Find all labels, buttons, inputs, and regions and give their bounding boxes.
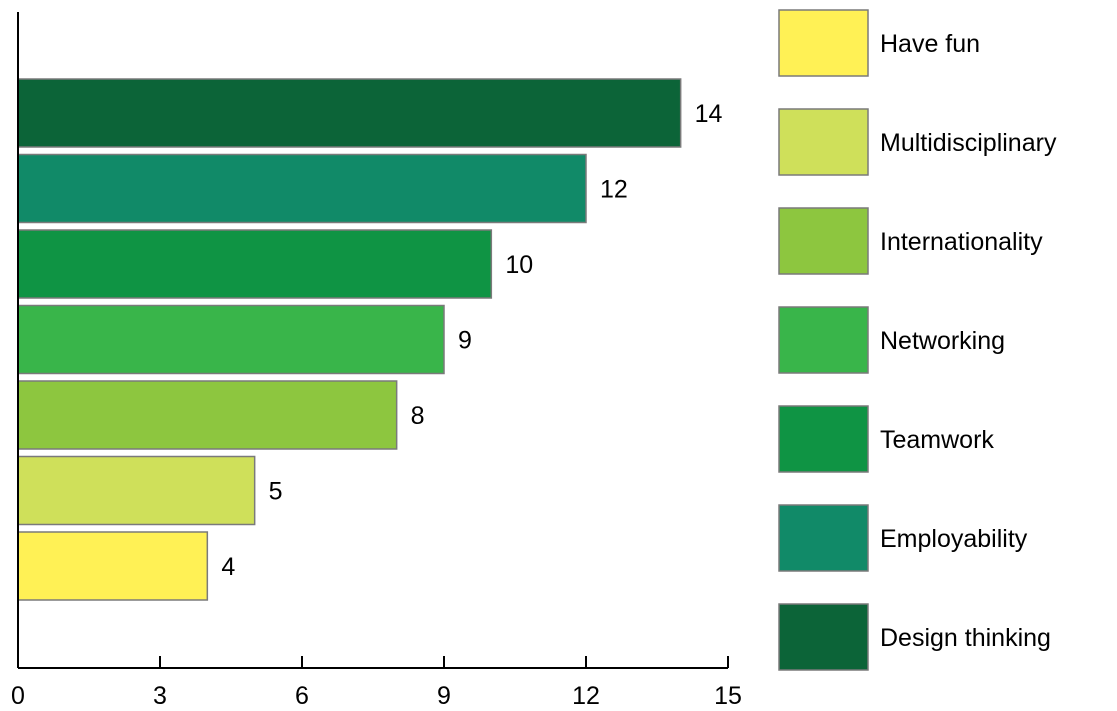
legend-swatch-networking (778, 306, 869, 374)
legend: Have fun Multidisciplinary Internationalit… (778, 9, 1057, 671)
legend-swatch-have-fun (778, 9, 869, 77)
value-label-have-fun: 4 (221, 553, 235, 581)
bar-networking (17, 304, 445, 375)
legend-swatch-teamwork (778, 405, 869, 473)
bar-teamwork (17, 229, 493, 299)
legend-label-internationality: Internationality (880, 228, 1043, 256)
x-tick-label-12: 12 (572, 682, 600, 710)
bar-internationality (17, 380, 398, 450)
legend-swatch-design-thinking (778, 603, 869, 671)
legend-swatch-multidisciplinary (778, 108, 869, 176)
value-label-employability: 12 (600, 176, 628, 204)
value-labels-group: 14 12 10 9 8 5 4 (221, 100, 722, 581)
bars-group (17, 78, 682, 601)
x-tick-label-6: 6 (295, 682, 309, 710)
legend-label-design-thinking: Design thinking (880, 624, 1051, 652)
value-label-internationality: 8 (411, 402, 425, 430)
bar-employability (17, 153, 587, 224)
x-tick-label-3: 3 (153, 682, 167, 710)
x-tick-label-9: 9 (437, 682, 451, 710)
legend-label-networking: Networking (880, 327, 1005, 355)
legend-swatch-employability (778, 504, 869, 572)
bar-design-thinking (17, 78, 682, 148)
value-label-networking: 9 (458, 327, 472, 355)
legend-label-employability: Employability (880, 525, 1028, 553)
x-tick-label-0: 0 (11, 682, 25, 710)
legend-label-have-fun: Have fun (880, 30, 980, 58)
x-axis-ticks: 0 3 6 9 12 15 (11, 656, 742, 710)
bar-multidisciplinary (17, 455, 256, 526)
legend-label-teamwork: Teamwork (880, 426, 994, 454)
value-label-multidisciplinary: 5 (269, 478, 283, 506)
legend-swatch-internationality (778, 207, 869, 275)
value-label-teamwork: 10 (505, 251, 533, 279)
bar-have-fun (17, 531, 209, 601)
legend-label-multidisciplinary: Multidisciplinary (880, 129, 1057, 157)
x-tick-label-15: 15 (714, 682, 742, 710)
value-label-design-thinking: 14 (695, 100, 723, 128)
